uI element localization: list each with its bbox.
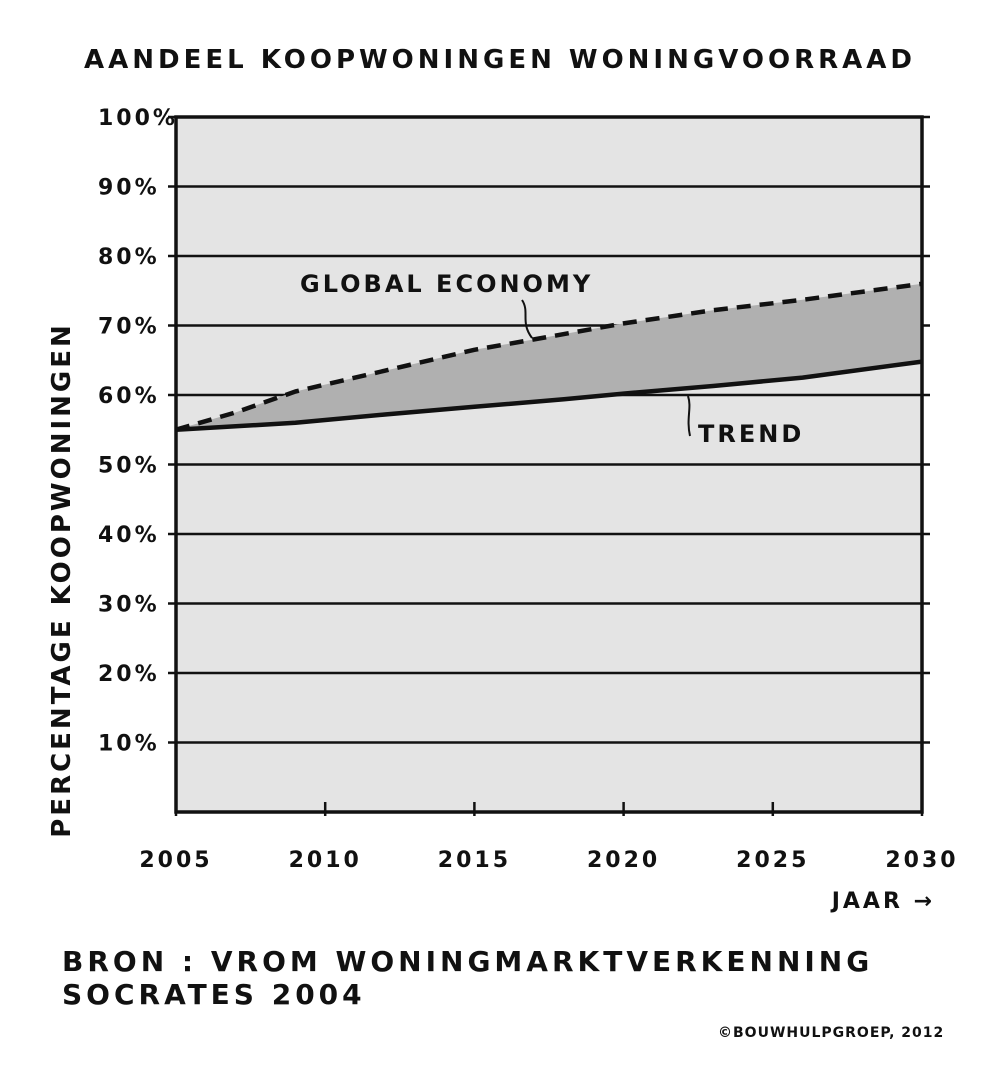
x-tick-label: 2030: [885, 848, 958, 873]
y-axis-ticks: 10% 20% 30% 40% 50% 60% 70% 80% 90% 100%: [98, 106, 178, 757]
x-tick-label: 2005: [139, 848, 212, 873]
x-tick-label: 2025: [736, 848, 809, 873]
y-tick-label: 50%: [98, 454, 160, 479]
x-tick-label: 2015: [438, 848, 511, 873]
y-tick-label: 80%: [98, 245, 160, 270]
y-tick-label: 90%: [98, 176, 160, 201]
y-tick-label: 100%: [98, 106, 178, 131]
x-tick-label: 2020: [587, 848, 660, 873]
y-tick-label: 70%: [98, 315, 160, 340]
x-axis-ticks: 2005 2010 2015 2020 2025 2030: [139, 802, 958, 873]
y-tick-label: 30%: [98, 593, 160, 618]
y-tick-label: 10%: [98, 732, 160, 757]
y-tick-label: 20%: [98, 662, 160, 687]
scenario-band: [176, 283, 922, 430]
x-axis-label: JAAR →: [830, 889, 935, 914]
series-label-leader-global-economy: [521, 299, 533, 339]
series-line-trend: [175, 359, 923, 432]
y-tick-label: 40%: [98, 523, 160, 548]
plot-frame: [174, 115, 924, 814]
x-tick-label: 2010: [289, 848, 362, 873]
series-label-leader-trend: [687, 395, 691, 437]
y-tick-label: 60%: [98, 384, 160, 409]
source-note: BRON : VROM WONINGMARKTVERKENNING SOCRAT…: [62, 945, 874, 1011]
series-line-global-economy: [175, 281, 923, 432]
series-label-trend: TREND: [698, 420, 804, 448]
y-axis-label: PERCENTAGE KOOPWONINGEN: [47, 322, 77, 838]
copyright-note: ©BOUWHULPGROEP, 2012: [718, 1025, 945, 1041]
series-label-global-economy: GLOBAL ECONOMY: [300, 270, 593, 298]
chart-title: AANDEEL KOOPWONINGEN WONINGVOORRAAD: [84, 45, 916, 75]
